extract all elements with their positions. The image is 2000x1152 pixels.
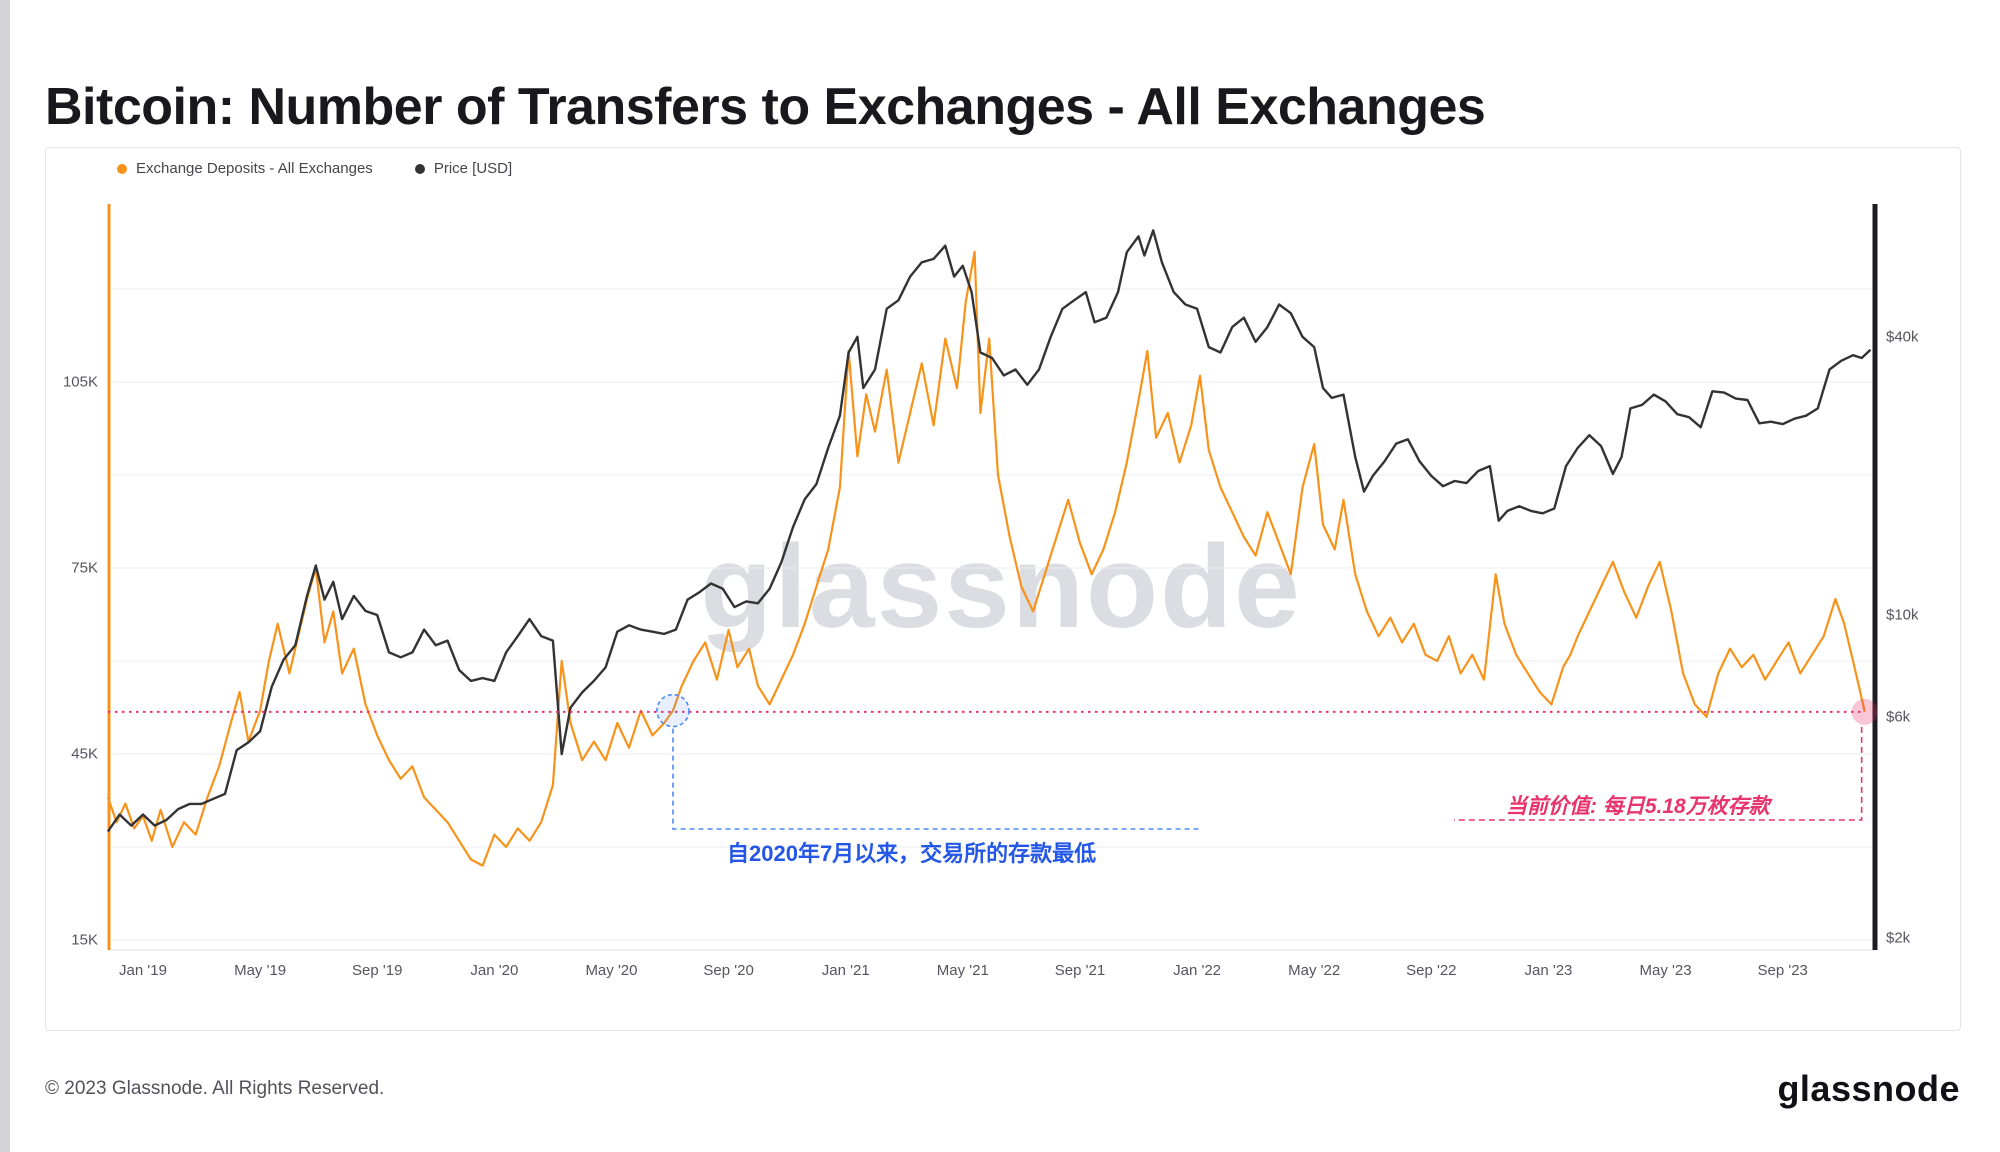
- x-axis-tick: Jan '21: [821, 962, 870, 979]
- x-axis-tick: May '22: [1288, 962, 1341, 979]
- y-axis-right-tick: $40k: [1886, 328, 1919, 346]
- glassnode-watermark: glassnode: [700, 521, 1302, 653]
- y-axis-left-tick: 75K: [71, 559, 98, 577]
- glassnode-logo[interactable]: glassnode: [1777, 1068, 1960, 1109]
- annotation-current-value: 当前价值: 每日5.18万枚存款: [1506, 795, 1770, 818]
- x-axis-tick: Jan '20: [470, 962, 519, 979]
- legend-label-price: Price [USD]: [433, 160, 513, 177]
- x-axis-tick: Jan '22: [1173, 962, 1222, 979]
- chart-card: [45, 147, 1961, 1031]
- x-axis-tick: Jan '23: [1524, 962, 1573, 979]
- chart-legend: Exchange Deposits - All Exchanges Price …: [117, 160, 512, 177]
- y-axis-right-tick: $2k: [1886, 929, 1911, 947]
- x-axis-tick: Sep '20: [703, 962, 754, 979]
- x-axis-tick: Sep '19: [352, 962, 403, 979]
- y-axis-right-tick: $10k: [1886, 606, 1919, 624]
- x-axis-tick: May '20: [585, 962, 638, 979]
- y-axis-left-tick: 105K: [62, 373, 98, 391]
- footer-copyright: © 2023 Glassnode. All Rights Reserved.: [45, 1078, 385, 1099]
- price-series-dot-icon: [414, 163, 425, 174]
- y-axis-left-tick: 45K: [71, 745, 98, 763]
- x-axis-tick: Sep '22: [1406, 962, 1457, 979]
- deposits-series-dot-icon: [117, 163, 127, 174]
- x-axis-tick: Sep '21: [1054, 962, 1106, 979]
- y-axis-right-tick: $6k: [1886, 708, 1911, 726]
- y-axis-left-tick: 15K: [71, 931, 98, 949]
- x-axis-tick: Jan '19: [119, 962, 167, 979]
- x-axis-tick: May '19: [234, 962, 287, 979]
- x-axis-tick: May '23: [1639, 962, 1692, 979]
- window-edge-strip: [0, 0, 10, 1152]
- x-axis-tick: May '21: [936, 962, 989, 979]
- x-axis-tick: Sep '23: [1757, 962, 1808, 979]
- legend-item-price[interactable]: Price [USD]: [414, 160, 513, 177]
- page-title: Bitcoin: Number of Transfers to Exchange…: [45, 77, 1486, 136]
- legend-label-deposits: Exchange Deposits - All Exchanges: [136, 160, 373, 177]
- legend-item-deposits[interactable]: Exchange Deposits - All Exchanges: [117, 160, 373, 177]
- annotation-lowest-since-july-2020: 自2020年7月以来，交易所的存款最低: [727, 841, 1097, 866]
